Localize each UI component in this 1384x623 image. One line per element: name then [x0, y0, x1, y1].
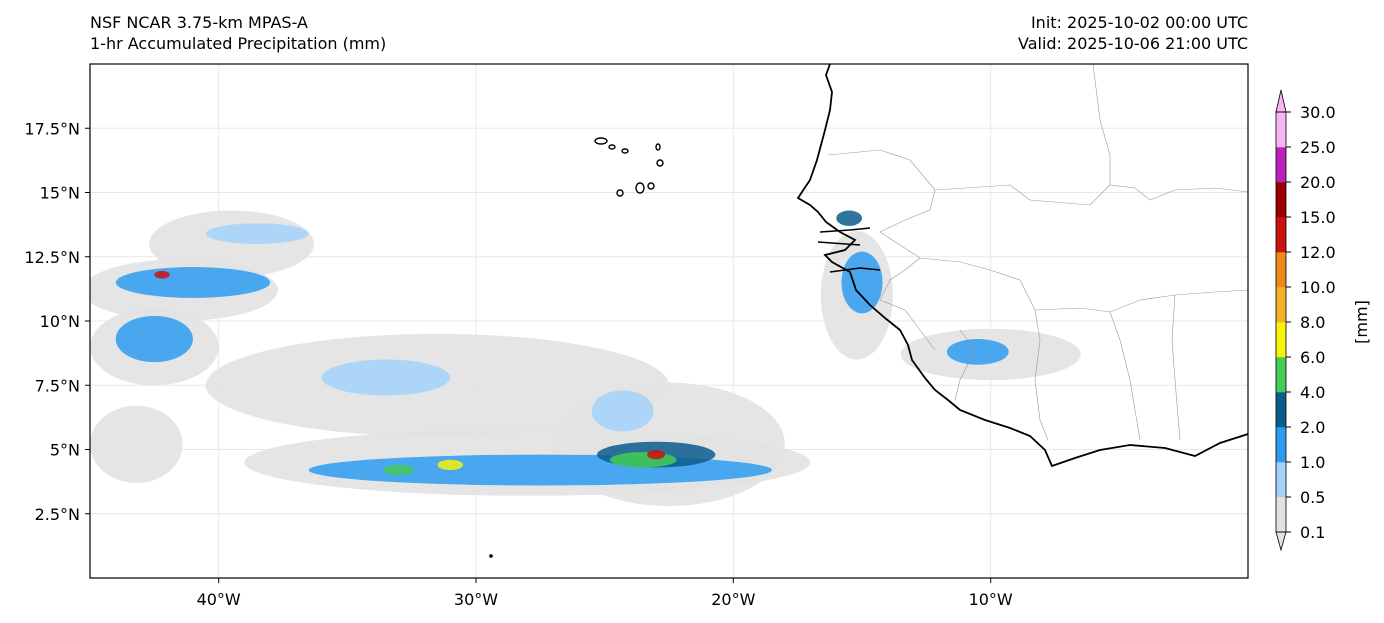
valid-time: Valid: 2025-10-06 21:00 UTC — [1017, 34, 1248, 53]
lat-tick-label: 7.5°N — [35, 376, 80, 395]
colorbar-segment — [1276, 217, 1286, 253]
lon-tick-label: 10°W — [969, 590, 1013, 609]
colorbar-tick-label: 12.0 — [1300, 243, 1336, 262]
lat-tick-label: 10°N — [40, 312, 80, 331]
colorbar-segment — [1276, 182, 1286, 218]
colorbar-max-extend — [1275, 89, 1287, 113]
init-time: Init: 2025-10-02 00:00 UTC — [1030, 13, 1248, 32]
colorbar-tick-label: 10.0 — [1300, 278, 1336, 297]
lat-tick-label: 17.5°N — [24, 119, 80, 138]
colorbar-segment — [1276, 357, 1286, 393]
west-africa-coastline — [796, 64, 1248, 468]
lat-tick-label: 5°N — [50, 441, 80, 460]
precip-cell — [115, 267, 271, 298]
header-left: NSF NCAR 3.75-km MPAS-A 1-hr Accumulated… — [90, 12, 386, 54]
field-name: 1-hr Accumulated Precipitation (mm) — [90, 34, 387, 53]
colorbar-tick-label: 1.0 — [1300, 453, 1325, 472]
precip-cell — [591, 390, 654, 432]
colorbar-tick-label: 6.0 — [1300, 348, 1325, 367]
header-right: Init: 2025-10-02 00:00 UTC Valid: 2025-1… — [880, 12, 1248, 54]
precip-cell — [946, 338, 1009, 365]
colorbar-tick-label: 15.0 — [1300, 208, 1336, 227]
country-borders — [827, 64, 1248, 441]
precip-cell — [647, 450, 666, 460]
precipitation-field — [90, 210, 1081, 507]
colorbar-segment — [1276, 112, 1286, 148]
colorbar-tick-label: 25.0 — [1300, 138, 1336, 157]
colorbar-segment — [1276, 322, 1286, 358]
precip-cell — [841, 251, 883, 314]
latitude-ticks: 2.5°N 5°N 7.5°N 10°N 12.5°N 15°N 17.5°N — [24, 119, 90, 524]
colorbar: 0.1 0.5 1.0 2.0 4.0 6.0 8.0 10.0 12.0 15.0 20.0 25.… — [1275, 89, 1336, 552]
gambia-river-estuary — [817, 227, 881, 273]
cape-verde-islands — [594, 137, 664, 197]
precip-cell — [383, 464, 415, 476]
colorbar-segment — [1276, 252, 1286, 288]
precip-cell — [115, 315, 193, 363]
lat-tick-label: 15°N — [40, 184, 80, 203]
colorbar-tick-label: 8.0 — [1300, 313, 1325, 332]
colorbar-segment — [1276, 462, 1286, 498]
precip-cell — [321, 359, 451, 396]
precip-cell — [437, 459, 464, 471]
lat-tick-label: 2.5°N — [35, 505, 80, 524]
lon-tick-label: 20°W — [711, 590, 755, 609]
st-peter-paul-rocks — [489, 554, 493, 558]
land-features — [489, 64, 1248, 558]
lat-tick-label: 12.5°N — [24, 248, 80, 267]
colorbar-label: [mm] — [1352, 300, 1371, 344]
colorbar-segment — [1276, 497, 1286, 533]
colorbar-tick-label: 4.0 — [1300, 383, 1325, 402]
colorbar-segment — [1276, 392, 1286, 428]
colorbar-tick-label: 0.5 — [1300, 488, 1325, 507]
precip-cell — [205, 223, 309, 244]
lon-tick-label: 40°W — [197, 590, 241, 609]
precip-cell — [90, 405, 183, 483]
precip-cell — [609, 452, 677, 468]
colorbar-tick-label: 2.0 — [1300, 418, 1325, 437]
precip-cell — [836, 210, 863, 226]
colorbar-segment — [1276, 287, 1286, 323]
longitude-ticks: 40°W 30°W 20°W 10°W — [197, 578, 1013, 609]
colorbar-segment — [1276, 427, 1286, 463]
precip-cell — [154, 270, 170, 279]
model-name: NSF NCAR 3.75-km MPAS-A — [90, 13, 308, 32]
lon-tick-label: 30°W — [454, 590, 498, 609]
colorbar-tick-label: 0.1 — [1300, 523, 1325, 542]
colorbar-tick-label: 20.0 — [1300, 173, 1336, 192]
colorbar-segment — [1276, 147, 1286, 183]
colorbar-tick-label: 30.0 — [1300, 103, 1336, 122]
colorbar-min-extend — [1275, 531, 1287, 552]
